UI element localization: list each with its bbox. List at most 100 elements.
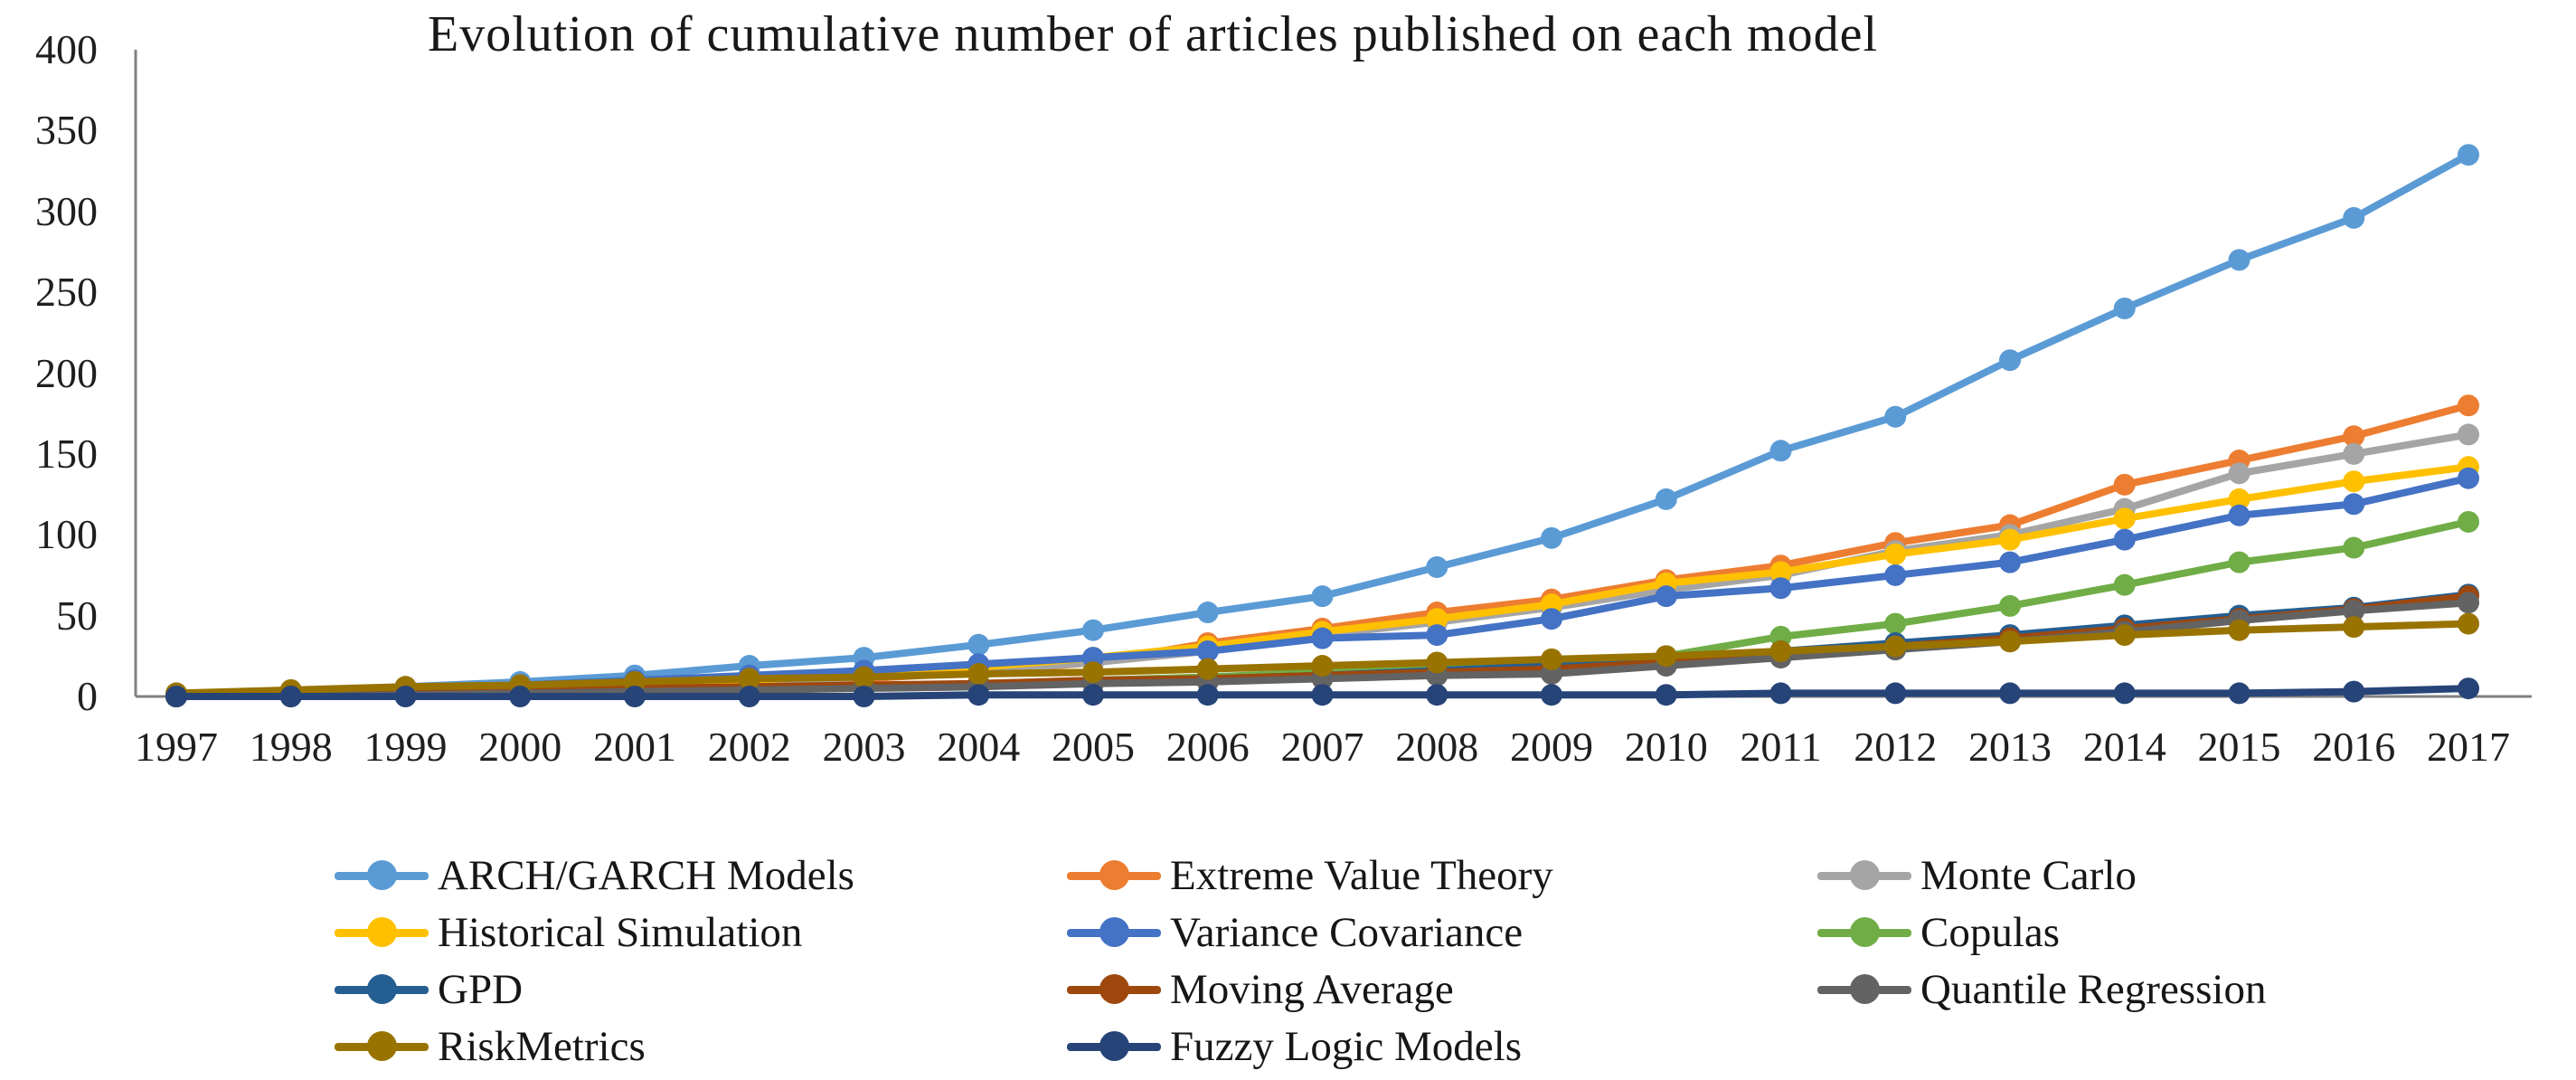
data-point [2228,619,2250,641]
data-point [1311,585,1334,608]
x-tick-label-2004: 2004 [937,724,1021,770]
x-tick-label-2017: 2017 [2427,724,2510,770]
data-point [738,686,760,707]
legend-label: RiskMetrics [438,1022,646,1070]
data-point [1541,526,1562,549]
data-point [2228,682,2250,705]
x-tick-label-2001: 2001 [593,724,676,770]
x-tick-label-2003: 2003 [822,724,906,770]
data-point [1884,405,1907,428]
data-point [1196,684,1219,706]
data-point [2228,504,2250,526]
y-tick-label-300: 300 [35,187,98,234]
series-fuzzy-logic-models [165,677,2479,707]
data-point [1884,682,1907,705]
y-tick-label-250: 250 [35,269,98,316]
legend-label: Copulas [1920,908,2061,956]
legend-line-marker-icon [1067,973,1161,1005]
legend-item-gpd: GPD [335,961,1067,1018]
x-tick-label-2011: 2011 [1740,724,1822,770]
data-point [2458,467,2479,489]
data-point [1769,682,1792,705]
data-point [853,686,875,707]
data-point [1082,661,1104,684]
legend-label: ARCH/GARCH Models [438,851,854,899]
data-point [1426,556,1448,578]
data-point [2458,677,2479,700]
legend-item-fuzzy-logic-models: Fuzzy Logic Models [1067,1018,1817,1075]
data-point [1655,684,1677,706]
legend-line-marker-icon [1067,1030,1161,1062]
data-point [853,666,875,688]
data-point [1311,627,1334,649]
legend-item-copulas: Copulas [1817,904,2523,961]
legend-line-marker-icon [1817,973,1911,1005]
data-point [2113,682,2136,705]
data-point [1999,349,2021,372]
legend-label: Variance Covariance [1170,908,1524,956]
data-point [1884,612,1907,635]
data-point [967,684,990,706]
data-point [1655,488,1677,510]
legend-label: Extreme Value Theory [1170,851,1553,899]
data-point [1196,658,1219,680]
legend-item-monte-carlo: Monte Carlo [1817,847,2523,904]
legend-label: Quantile Regression [1920,965,2267,1013]
data-point [2343,536,2365,559]
legend-line-marker-icon [335,1030,429,1062]
x-tick-label-2009: 2009 [1510,724,1593,770]
legend-line-marker-icon [335,973,429,1005]
data-point [1769,561,1792,583]
data-point [2343,680,2365,703]
data-point [394,686,417,707]
legend-label: Fuzzy Logic Models [1170,1022,1522,1070]
chart-title: Evolution of cumulative number of articl… [427,6,1879,62]
y-tick-label-200: 200 [35,349,98,396]
data-point [2458,510,2479,533]
series-line [173,402,2472,700]
data-point [2343,442,2365,465]
data-point [1082,684,1104,706]
series-line [173,151,2472,699]
data-point [1196,639,1219,662]
y-tick-label-100: 100 [35,511,98,558]
data-point [967,633,990,656]
data-point [2113,528,2136,551]
x-tick-label-2007: 2007 [1280,724,1364,770]
data-point [1426,684,1448,706]
data-point [1311,655,1334,677]
data-point [1655,585,1677,608]
data-point [2458,592,2479,614]
data-point [2113,507,2136,530]
data-point [1999,551,2021,573]
data-point [1196,602,1219,624]
data-point [1541,648,1562,670]
data-point [2113,573,2136,596]
data-point [1884,564,1907,586]
data-point [1426,624,1448,647]
legend-label: Moving Average [1170,965,1454,1013]
data-point [1541,608,1562,630]
plot-area [134,50,2532,707]
legend-label: Historical Simulation [438,908,803,956]
data-point [624,686,646,707]
data-point [2343,425,2365,448]
data-point [1426,651,1448,674]
data-point [2458,394,2479,417]
data-point [2228,551,2250,573]
x-tick-label-2006: 2006 [1165,724,1250,770]
data-point [1999,528,2021,551]
y-tick-label-150: 150 [35,430,98,477]
data-point [2458,423,2479,446]
x-tick-label-2005: 2005 [1052,724,1135,770]
data-point [2343,206,2365,229]
y-tick-label-0: 0 [77,673,98,719]
data-point [2113,473,2136,496]
data-point [1311,684,1334,706]
data-point [967,662,990,685]
data-point [1769,440,1792,462]
legend-label: Monte Carlo [1920,851,2137,899]
data-point [1655,645,1677,668]
x-tick-label-2012: 2012 [1854,724,1938,770]
data-point [2458,612,2479,635]
